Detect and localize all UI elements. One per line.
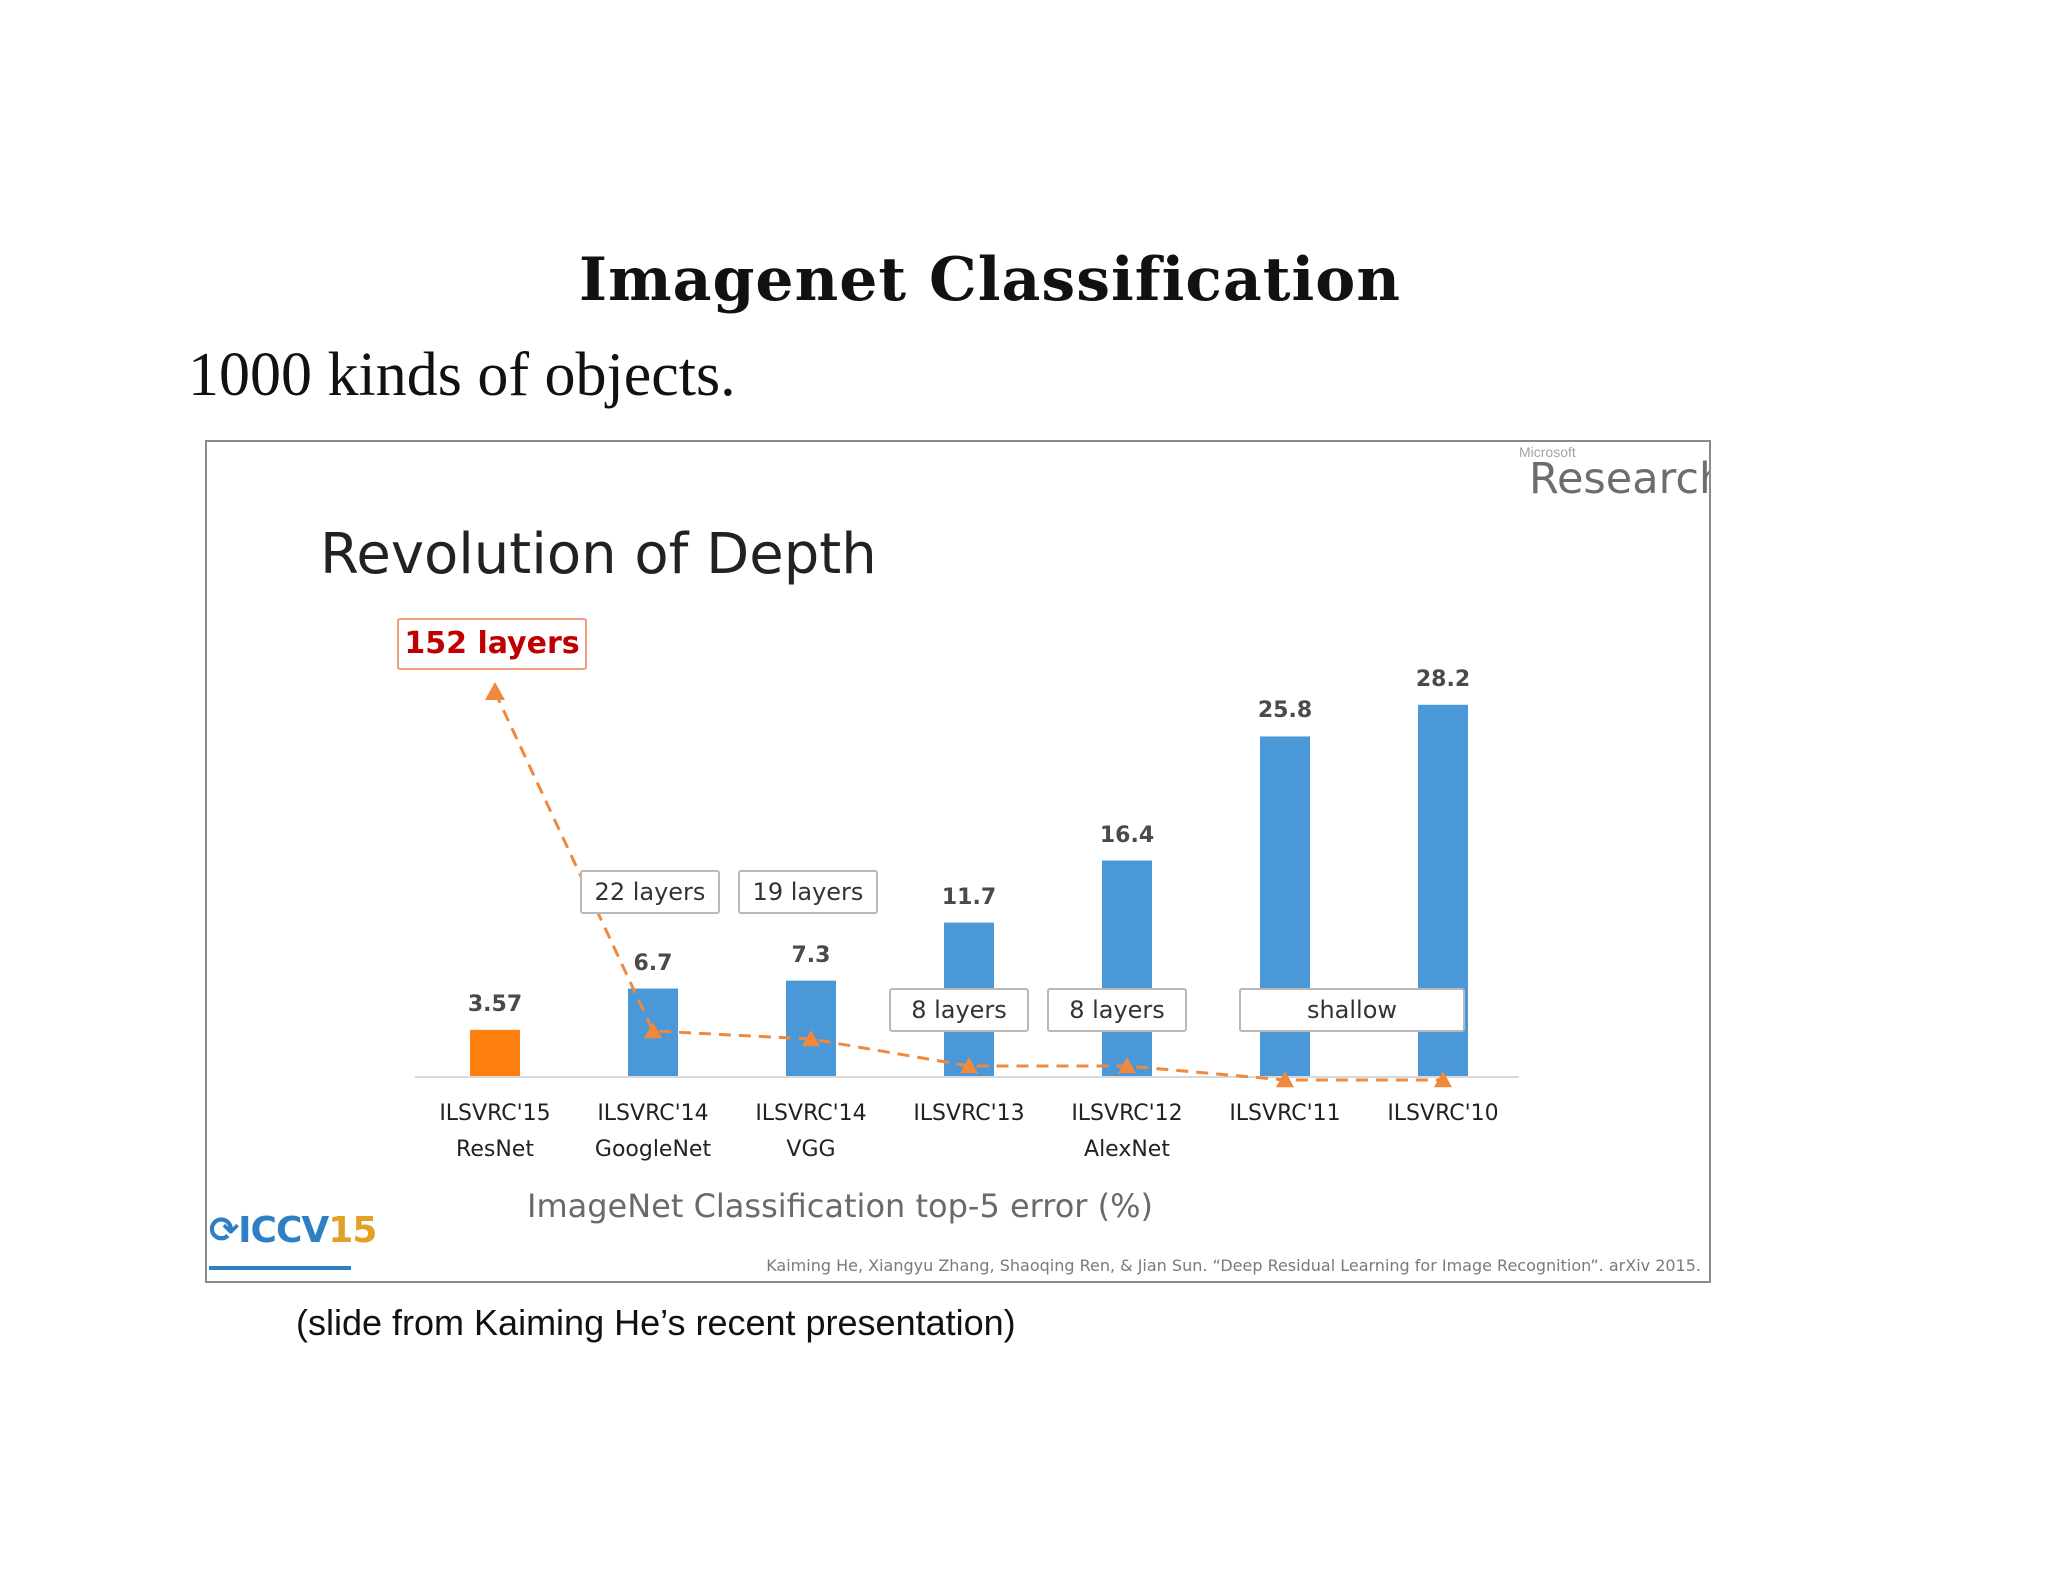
category-label-6: ILSVRC'10 [1387,1101,1499,1126]
value-label-5: 25.8 [1257,698,1313,724]
category-label-4: ILSVRC'12 AlexNet [1071,1101,1183,1162]
slide-caption: (slide from Kaiming He’s recent presenta… [296,1302,1016,1343]
iccv-logo: ⟳ICCV15 [209,1210,377,1251]
citation: Kaiming He, Xiangyu Zhang, Shaoqing Ren,… [766,1256,1701,1275]
value-label-1: 6.7 [633,950,673,976]
value-label-4: 16.4 [1099,822,1155,848]
category-label-2: ILSVRC'14 VGG [755,1101,867,1162]
callout-vgg-layers: 19 layers [738,870,878,914]
category-label-1: ILSVRC'14 GoogleNet [594,1101,712,1162]
depth-marker-5 [1276,1071,1294,1088]
depth-marker-3 [960,1057,978,1074]
value-label-3: 11.7 [941,884,997,910]
bar-chart [415,682,1519,1088]
callout-ilsvrc13-layers: 8 layers [889,988,1029,1032]
slide-title: Revolution of Depth [320,522,877,587]
value-label-2: 7.3 [791,942,831,968]
callout-shallow: shallow [1239,988,1465,1032]
category-label-3: ILSVRC'13 [913,1101,1025,1126]
category-label-0: ILSVRC'15 ResNet [439,1101,551,1162]
depth-marker-0 [485,682,505,700]
value-label-0: 3.57 [467,991,523,1017]
callout-152-layers: 152 layers [397,618,587,670]
value-label-6: 28.2 [1415,666,1471,692]
document-heading: Imagenet Classification [579,245,1401,315]
bar-4 [1102,860,1152,1077]
callout-alexnet-layers: 8 layers [1047,988,1187,1032]
depth-marker-6 [1434,1071,1452,1088]
bar-0 [470,1029,520,1077]
callout-googlenet-layers: 22 layers [580,870,720,914]
depth-marker-2 [802,1030,820,1047]
x-axis-title: ImageNet Classification top-5 error (%) [527,1187,1153,1225]
bar-2 [786,980,836,1077]
category-label-5: ILSVRC'11 [1229,1101,1341,1126]
depth-marker-4 [1118,1057,1136,1074]
research-logo: Research [1529,454,1711,504]
document-subtitle: 1000 kinds of objects. [188,341,736,409]
iccv-logo-bar [209,1266,351,1270]
slide-image: Microsoft Research Revolution of Depth 1… [205,440,1711,1283]
depth-marker-1 [644,1022,662,1039]
microsoft-label: Microsoft [1519,444,1576,460]
